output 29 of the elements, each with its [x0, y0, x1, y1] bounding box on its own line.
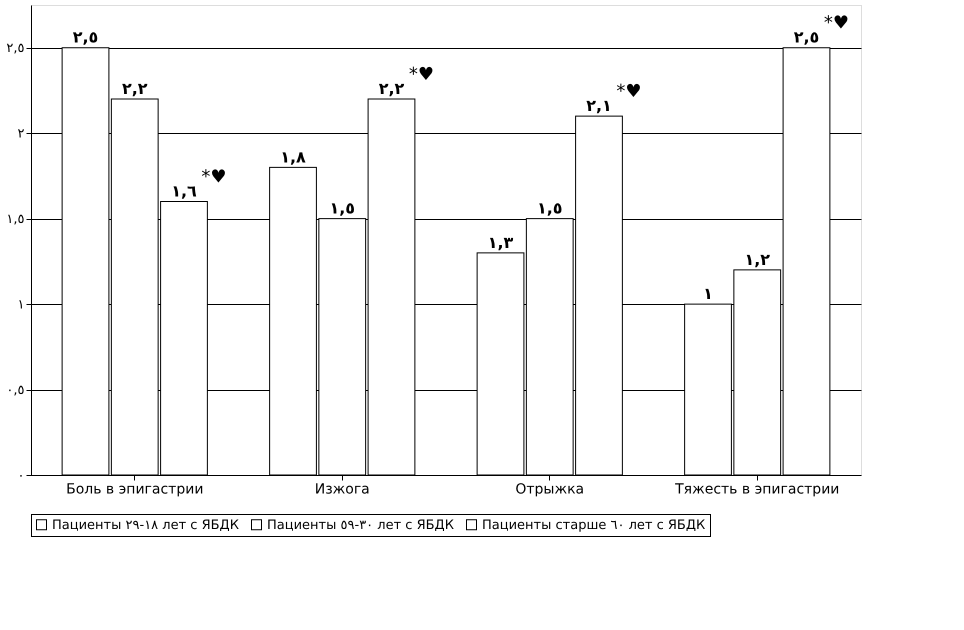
data-label: ١,٢ [744, 250, 770, 269]
y-tick-label: ٢,٥ [6, 41, 25, 56]
x-tick-label: Боль в эпигастрии [66, 482, 204, 498]
y-tick-label: ١,٥ [6, 212, 25, 228]
data-label: ٢,٥ [794, 28, 820, 47]
annotation: *♥ [616, 81, 642, 102]
x-tick-label: Отрыжка [515, 482, 584, 498]
data-label: ١,٨ [280, 147, 306, 166]
annotation: *♥ [201, 166, 227, 188]
legend-label: Пациенты старше ٦٠ лет с ЯБДК [482, 518, 706, 533]
x-tick-label: Тяжесть в эпигастрии [674, 482, 840, 498]
data-label: ٢,٥ [72, 28, 98, 47]
annotation: *♥ [824, 12, 850, 34]
data-label: ١,٥ [536, 198, 563, 218]
data-label: ٢,٢ [122, 79, 148, 98]
data-label: ٢,٢ [378, 79, 405, 98]
data-label: ١,٣ [488, 232, 514, 252]
annotation: *♥ [408, 64, 434, 85]
y-tick-label: ٠,٥ [6, 383, 25, 398]
x-tick-label: Изжога [314, 482, 370, 498]
legend-label: Пациенты ٣٠-٥٩ лет с ЯБДК [267, 518, 454, 533]
legend-label: Пациенты ١٨-٢٩ лет с ЯБДК [52, 518, 239, 533]
data-label: ١ [703, 284, 713, 304]
data-label: ١,٥ [329, 198, 356, 218]
data-label: ١,٦ [171, 182, 198, 201]
y-tick-label: ٠ [18, 468, 24, 484]
data-label: ٢,١ [586, 96, 612, 116]
y-tick-label: ١ [18, 298, 24, 313]
y-tick-label: ٢ [18, 126, 25, 142]
